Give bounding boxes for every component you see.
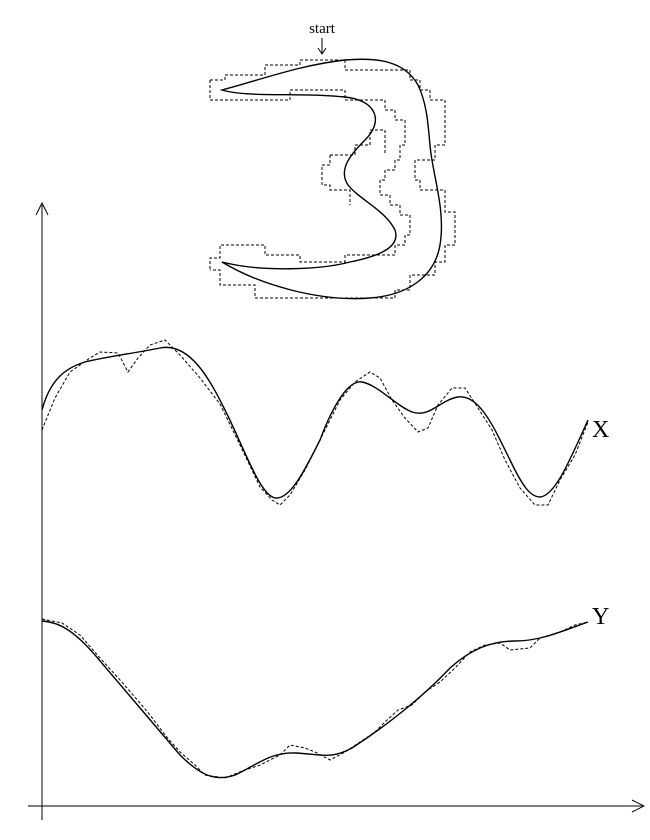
digit-pixel-notch-middle xyxy=(321,129,386,205)
y-series-label: Y xyxy=(592,604,609,630)
x-series-smooth-line xyxy=(41,346,589,499)
x-series: X xyxy=(41,339,609,506)
digit-smooth-stroke xyxy=(219,58,443,300)
horizontal-axis-arrow-icon xyxy=(631,799,646,813)
vertical-axis-arrow-icon xyxy=(35,201,49,216)
digit-pixel-outline-outer xyxy=(209,80,411,270)
x-series-label: X xyxy=(592,417,609,443)
y-series-pixel-line xyxy=(41,618,589,779)
time-axes xyxy=(28,201,646,820)
digit-three-drawing: start xyxy=(209,21,456,300)
start-arrow-icon xyxy=(317,38,327,55)
x-series-pixel-line xyxy=(41,339,589,506)
start-label: start xyxy=(309,21,336,37)
y-series-smooth-line xyxy=(41,620,589,779)
y-series: Y xyxy=(41,604,609,779)
